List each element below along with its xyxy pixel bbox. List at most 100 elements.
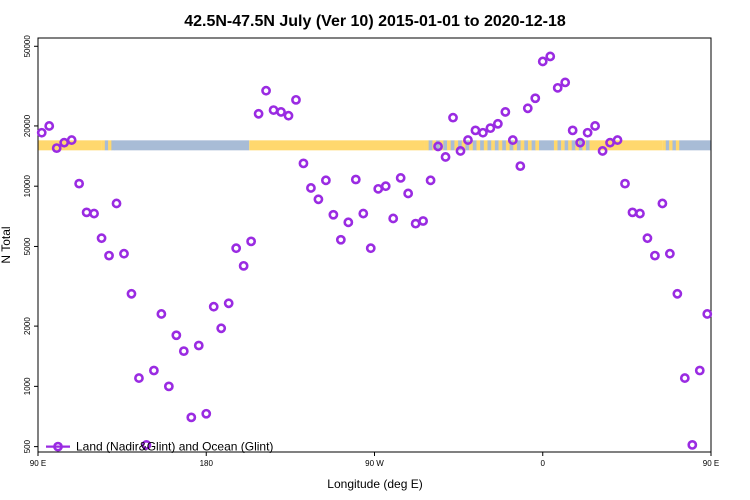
data-point [642, 233, 653, 244]
data-point [268, 105, 279, 115]
data-point [306, 183, 316, 193]
data-point [515, 161, 526, 172]
strip-segment-mixed [564, 140, 569, 151]
data-point [201, 408, 212, 419]
data-point [51, 143, 62, 153]
data-point [627, 207, 638, 218]
data-point [567, 125, 578, 136]
strip-segment-land [589, 140, 663, 151]
data-point [178, 346, 189, 357]
data-point [440, 152, 451, 162]
x-tick-label: 0 [541, 459, 546, 468]
strip-segment-mixed [571, 140, 576, 151]
surface-strip [38, 140, 711, 151]
data-point [261, 85, 271, 96]
data-point [171, 330, 182, 341]
data-point [582, 127, 593, 138]
data-point [500, 107, 511, 117]
strip-segment-mixed [582, 140, 587, 151]
strip-segment-mixed [436, 140, 440, 151]
data-point [560, 77, 571, 88]
data-point [36, 127, 47, 138]
data-point [276, 107, 286, 117]
plot-frame [37, 37, 712, 453]
data-point [134, 373, 144, 383]
data-point [679, 373, 690, 383]
x-axis: 90 E 180 90 W 0 90 E [30, 452, 719, 468]
x-axis-label: Longitude (deg E) [327, 477, 422, 491]
strip-segment-mixed [469, 140, 474, 151]
data-point [694, 365, 705, 376]
x-tick-label: 90 W [365, 459, 384, 468]
data-point [635, 208, 645, 219]
strip-segment-ocean [539, 140, 554, 151]
y-axis-label: N Total [0, 226, 13, 263]
strip-segment-mixed [561, 140, 565, 151]
strip-segment-mixed [111, 140, 115, 151]
strip-segment-mixed [487, 140, 492, 151]
data-point [298, 158, 309, 169]
strip-segment-mixed [520, 140, 525, 151]
strip-segment-mixed [472, 140, 477, 151]
data-point [119, 248, 129, 259]
strip-segment-mixed [428, 140, 433, 151]
data-point [358, 208, 369, 219]
data-point [291, 94, 301, 105]
data-point [253, 108, 264, 119]
strip-segment-mixed [669, 140, 673, 151]
strip-segment-mixed [480, 140, 485, 151]
strip-segment-ocean [679, 140, 711, 151]
data-point [44, 121, 55, 131]
strip-segment-mixed [458, 140, 463, 151]
strip-segment-land [38, 140, 102, 151]
strip-segment-mixed [535, 140, 540, 151]
legend-marker [53, 441, 63, 452]
data-point [597, 146, 608, 156]
data-point [283, 110, 294, 121]
data-point [388, 213, 399, 224]
data-point [522, 103, 533, 114]
data-point [313, 194, 324, 205]
data-point [478, 127, 488, 138]
strip-segment-mixed [557, 140, 562, 151]
strip-segment-mixed [494, 140, 499, 151]
data-point [650, 250, 660, 261]
x-tick-label: 90 E [30, 459, 46, 468]
data-point [470, 125, 481, 136]
y-tick-label: 500 [23, 439, 32, 453]
data-point [343, 217, 354, 228]
data-point [702, 309, 713, 319]
strip-segment-mixed [516, 140, 521, 151]
y-tick-label: 10000 [23, 175, 32, 198]
data-point [395, 173, 406, 183]
data-point [612, 135, 623, 145]
data-point [365, 243, 376, 254]
data-point [335, 234, 346, 245]
data-point [111, 198, 122, 209]
data-point [380, 181, 391, 192]
data-point [418, 216, 429, 226]
strip-segment-mixed [101, 140, 106, 151]
data-point [156, 309, 167, 319]
y-axis: 500 1000 2000 5000 10000 20000 50000 [23, 35, 38, 453]
data-point [537, 56, 548, 67]
strip-segment-mixed [476, 140, 481, 151]
y-tick-label: 5000 [23, 237, 32, 255]
strip-segment-mixed [498, 140, 503, 151]
y-tick-label: 2000 [23, 317, 32, 335]
strip-segment-mixed [502, 140, 507, 151]
data-point [492, 118, 503, 129]
chart-title: 42.5N-47.5N July (Ver 10) 2015-01-01 to … [184, 13, 566, 30]
data-point [425, 175, 436, 186]
data-point [590, 121, 600, 131]
data-point [448, 112, 458, 123]
legend: Land (Nadir&Glint) and Ocean (Glint) [46, 440, 273, 454]
data-point [620, 178, 630, 189]
y-tick-label: 20000 [23, 114, 32, 137]
strip-segment-mixed [568, 140, 573, 151]
data-point [403, 188, 414, 199]
data-point [530, 93, 541, 104]
data-point [410, 218, 421, 229]
strip-segment-mixed [527, 140, 532, 151]
data-point [455, 146, 466, 156]
